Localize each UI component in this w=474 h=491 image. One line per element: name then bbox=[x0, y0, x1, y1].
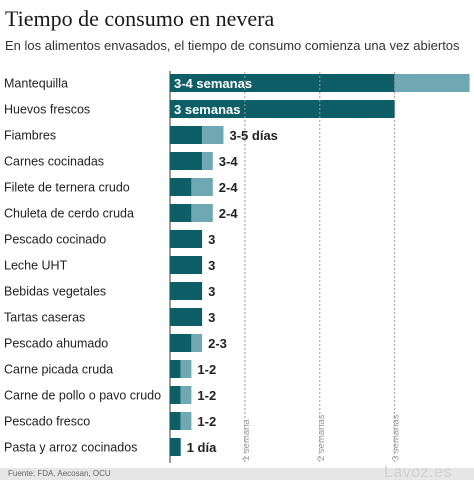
x-tick-label: 2 semanas bbox=[316, 414, 327, 461]
x-tick-label: 1 semana bbox=[241, 419, 252, 461]
value-label: 1-2 bbox=[197, 388, 216, 403]
value-label: 2-3 bbox=[208, 336, 227, 351]
bar-min-segment bbox=[170, 100, 395, 118]
value-label: 3-4 bbox=[219, 154, 239, 169]
value-label: 3-4 semanas bbox=[174, 76, 252, 91]
bar-range-segment bbox=[191, 178, 213, 196]
bar-min-segment bbox=[170, 334, 192, 352]
bar-min-segment bbox=[170, 126, 203, 144]
bar-range-segment bbox=[180, 412, 192, 430]
category-label: Leche UHT bbox=[4, 259, 68, 273]
category-label: Filete de ternera crudo bbox=[4, 181, 130, 195]
value-label: 3 bbox=[208, 310, 215, 325]
source-note: Fuente: FDA, Aecosan, OCU bbox=[8, 469, 111, 478]
category-label: Mantequilla bbox=[4, 77, 68, 91]
bar-min-segment bbox=[170, 360, 181, 378]
category-label: Pescado ahumado bbox=[4, 337, 108, 351]
bar-min-segment bbox=[170, 152, 203, 170]
bar-min-segment bbox=[170, 282, 203, 300]
bar-range-segment bbox=[191, 334, 203, 352]
value-label: 3 bbox=[208, 232, 215, 247]
value-label: 3 semanas bbox=[174, 102, 241, 117]
brand-logo: Lavoz.es bbox=[383, 464, 452, 481]
bar-min-segment bbox=[170, 74, 395, 92]
value-label: 3 bbox=[208, 258, 215, 273]
bar-min-segment bbox=[170, 230, 203, 248]
category-label: Tartas caseras bbox=[4, 311, 85, 325]
category-label: Pescado cocinado bbox=[4, 233, 106, 247]
value-label: 1-2 bbox=[197, 362, 216, 377]
bar-range-segment bbox=[394, 74, 470, 92]
bar-min-segment bbox=[170, 386, 181, 404]
bar-range-segment bbox=[180, 360, 192, 378]
category-label: Carne de pollo o pavo crudo bbox=[4, 389, 161, 403]
bar-range-segment bbox=[180, 386, 192, 404]
x-tick-label: 3 semanas bbox=[391, 414, 402, 461]
bar-range-segment bbox=[191, 204, 213, 222]
value-label: 2-4 bbox=[219, 180, 239, 195]
bar-range-segment bbox=[202, 152, 213, 170]
category-label: Pescado fresco bbox=[4, 415, 90, 429]
category-label: Huevos frescos bbox=[4, 103, 90, 117]
bar-min-segment bbox=[170, 412, 181, 430]
chart-subtitle: En los alimentos envasados, el tiempo de… bbox=[5, 38, 460, 53]
category-label: Carne picada cruda bbox=[4, 363, 113, 377]
category-label: Bebidas vegetales bbox=[4, 285, 106, 299]
footer-band bbox=[0, 468, 474, 480]
value-label: 1-2 bbox=[197, 414, 216, 429]
bar-min-segment bbox=[170, 256, 203, 274]
value-label: 1 día bbox=[187, 440, 217, 455]
category-label: Fiambres bbox=[4, 129, 56, 143]
bar-min-segment bbox=[170, 178, 192, 196]
category-label: Pasta y arroz cocinados bbox=[4, 441, 137, 455]
bar-min-segment bbox=[170, 438, 181, 456]
bar-min-segment bbox=[170, 204, 192, 222]
chart-title: Tiempo de consumo en nevera bbox=[5, 6, 275, 31]
value-label: 3 bbox=[208, 284, 215, 299]
value-label: 2-4 bbox=[219, 206, 239, 221]
bar-min-segment bbox=[170, 308, 203, 326]
category-label: Chuleta de cerdo cruda bbox=[4, 207, 134, 221]
category-label: Carnes cocinadas bbox=[4, 155, 104, 169]
value-label: 3-5 días bbox=[230, 128, 278, 143]
bar-range-segment bbox=[202, 126, 224, 144]
